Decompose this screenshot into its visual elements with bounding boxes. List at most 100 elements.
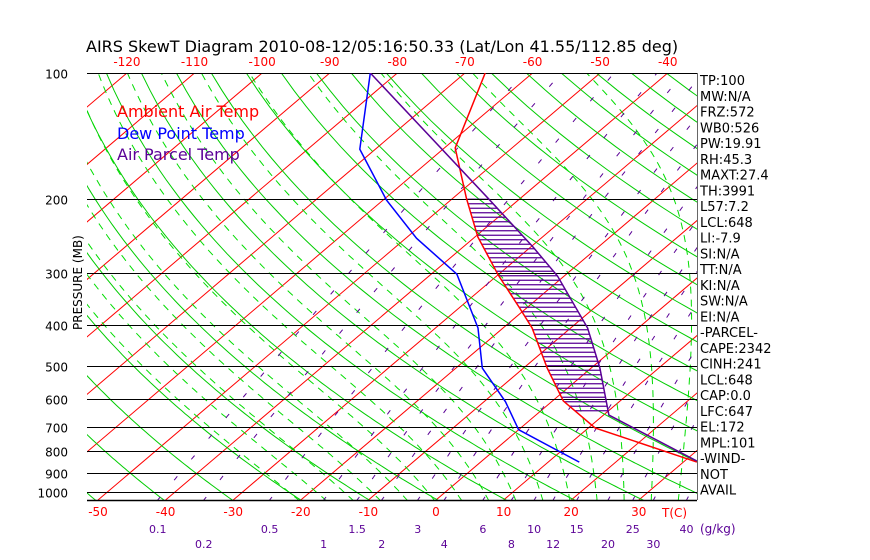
isotherm [87, 73, 263, 223]
moist-adiabat [87, 240, 354, 500]
mixing-ratio-tick-label: 40 [680, 523, 694, 536]
top-temp-tick-label: -50 [590, 55, 610, 69]
dry-adiabat [105, 73, 576, 500]
mixing-ratio-tick-label: 1 [320, 538, 327, 551]
isotherm [165, 73, 669, 500]
dry-adiabat [806, 73, 870, 501]
pressure-tick-label: 500 [45, 361, 68, 375]
bottom-temp-tick-label: 20 [564, 505, 579, 519]
mixing-ratio-tick-label: 25 [626, 523, 640, 536]
top-temp-tick-label: -70 [455, 55, 475, 69]
top-temp-tick-label: -110 [181, 55, 208, 69]
stat-item: LFC:647 [700, 405, 753, 420]
stat-item: EI:N/A [700, 310, 740, 325]
isotherm [87, 73, 128, 108]
mixing-ratio-tick-label: 8 [508, 538, 515, 551]
dry-adiabat [87, 314, 302, 500]
pressure-tick-label: 600 [45, 394, 68, 408]
stat-item: TT:N/A [699, 263, 742, 278]
mixing-ratio-line [356, 73, 684, 500]
legend-parcel: Air Parcel Temp [117, 145, 240, 164]
pressure-tick-label: 800 [45, 446, 68, 460]
stat-item: L57:7.2 [700, 200, 749, 215]
bottom-temp-tick-label: -40 [156, 505, 176, 519]
dry-adiabat [87, 109, 508, 500]
dry-adiabat [87, 375, 234, 500]
dry-adiabat [0, 73, 28, 501]
mixing-ratio-tick-label: 15 [570, 523, 584, 536]
isotherm [87, 73, 195, 166]
pressure-tick-label: 1000 [37, 487, 68, 501]
isotherm [87, 73, 398, 338]
mixing-ratio-tick-label: 3 [414, 523, 421, 536]
stat-item: CAP:0.0 [700, 389, 751, 404]
parcel-temp-line [369, 73, 697, 462]
moist-adiabat [380, 73, 625, 500]
dewpoint-temp-line [359, 73, 580, 463]
bottom-temp-tick-label: -10 [359, 505, 379, 519]
ambient-temp-line [454, 73, 697, 463]
stat-item: PW:19.91 [700, 137, 762, 152]
legend: Ambient Air Temp Dew Point Temp Air Parc… [117, 102, 259, 164]
bottom-temp-tick-label: -50 [88, 505, 108, 519]
stat-item: TH:3991 [699, 184, 755, 199]
stat-item: CAPE:2342 [700, 342, 772, 357]
mixing-ratio-tick-label: 6 [479, 523, 486, 536]
top-temp-tick-label: -60 [523, 55, 543, 69]
moist-adiabat [307, 73, 598, 500]
mixing-ratio-tick-label: 2 [378, 538, 385, 551]
moist-adiabat [586, 73, 693, 500]
moist-adiabat [200, 73, 544, 500]
mixing-ratio-line [269, 73, 615, 500]
isotherm [0, 73, 59, 500]
dry-adiabat [455, 73, 697, 258]
isotherm [368, 219, 697, 500]
dry-adiabat [841, 73, 870, 501]
moist-adiabat [87, 303, 300, 500]
mixing-ratio-line [552, 270, 697, 500]
dry-adiabat [771, 73, 870, 501]
stats-panel: TP:100MW:N/AFRZ:572WB0:526PW:19.91RH:45.… [699, 74, 772, 499]
isotherm [774, 73, 870, 500]
mixing-ratio-unit-label: (g/kg) [700, 522, 736, 536]
bottom-temp-tick-label: -30 [223, 505, 243, 519]
pressure-tick-label: 300 [45, 268, 68, 282]
legend-dewpoint: Dew Point Temp [117, 124, 245, 143]
isotherm [87, 73, 533, 453]
mixing-ratio-tick-label: 0.5 [261, 523, 279, 536]
dry-adiabat [87, 251, 371, 500]
stat-item: RH:45.3 [700, 153, 752, 168]
stat-item: SI:N/A [700, 247, 740, 262]
mixing-ratio-tick-label: 12 [546, 538, 560, 551]
axis-labels: 0.10.20.511.5234681012152025304010020030… [37, 55, 693, 551]
moist-adiabat [249, 73, 571, 500]
stat-item: CINH:241 [700, 358, 762, 373]
x-axis-unit-label: T(C) [661, 506, 687, 520]
stat-item: MPL:101 [700, 436, 756, 451]
top-temp-tick-label: -120 [113, 55, 140, 69]
dry-adiabat [385, 73, 697, 314]
stat-item: LCL:648 [700, 216, 753, 231]
top-temp-tick-label: -80 [388, 55, 408, 69]
stat-item: KI:N/A [700, 279, 740, 294]
moist-adiabat [472, 73, 654, 500]
top-temp-tick-label: -40 [658, 55, 678, 69]
chart-title: AIRS SkewT Diagram 2010-08-12/05:16:50.3… [86, 37, 678, 56]
isotherm [300, 162, 697, 500]
top-temp-tick-label: -100 [249, 55, 276, 69]
legend-ambient: Ambient Air Temp [117, 102, 259, 121]
stat-item: LI:-7.9 [700, 232, 741, 247]
isotherm [570, 392, 697, 500]
dry-adiabat [420, 73, 697, 286]
bottom-temp-tick-label: 10 [496, 505, 511, 519]
stat-item: -PARCEL- [700, 326, 758, 341]
dry-adiabat [245, 73, 697, 432]
mixing-ratio-tick-label: 4 [441, 538, 448, 551]
stat-item: AVAIL [700, 484, 737, 499]
isotherm [503, 334, 697, 500]
isotherm [87, 73, 331, 281]
moist-adiabat [87, 161, 408, 500]
dry-adiabat [350, 73, 697, 343]
mixing-ratio-tick-label: 20 [601, 538, 615, 551]
